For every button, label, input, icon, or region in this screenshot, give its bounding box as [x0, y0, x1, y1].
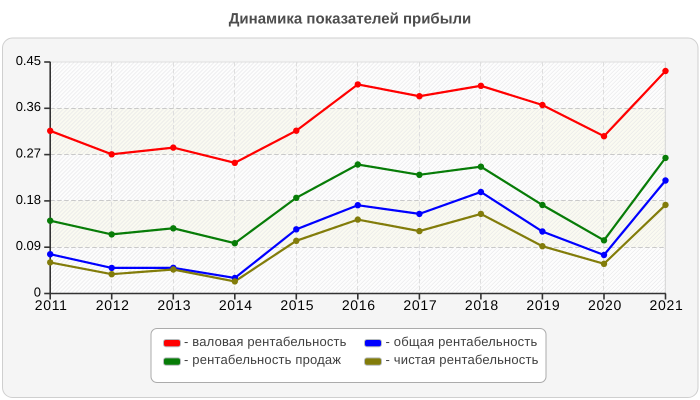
svg-text:2016: 2016	[342, 297, 376, 313]
svg-text:2014: 2014	[219, 297, 253, 313]
svg-text:0.27: 0.27	[16, 146, 41, 161]
svg-text:0: 0	[34, 284, 41, 299]
svg-text:2011: 2011	[35, 297, 68, 313]
svg-text:Динамика показателей прибыли: Динамика показателей прибыли	[229, 11, 472, 28]
svg-text:2018: 2018	[465, 297, 499, 313]
svg-text:- общая рентабельность: - общая рентабельность	[386, 334, 538, 349]
svg-text:0.45: 0.45	[16, 53, 41, 68]
svg-text:2019: 2019	[526, 297, 560, 313]
svg-text:- валовая рентабельность: - валовая рентабельность	[184, 334, 347, 349]
svg-text:2015: 2015	[280, 297, 314, 313]
svg-text:2020: 2020	[588, 297, 622, 313]
svg-text:- чистая рентабельность: - чистая рентабельность	[386, 352, 539, 367]
svg-text:- рентабельность продаж: - рентабельность продаж	[184, 352, 341, 367]
svg-text:0.18: 0.18	[16, 192, 41, 207]
svg-text:2021: 2021	[650, 297, 684, 313]
svg-text:0.36: 0.36	[16, 99, 41, 114]
svg-text:2017: 2017	[403, 297, 437, 313]
svg-text:2012: 2012	[96, 297, 130, 313]
svg-text:0.09: 0.09	[16, 238, 41, 253]
svg-text:2013: 2013	[157, 297, 191, 313]
